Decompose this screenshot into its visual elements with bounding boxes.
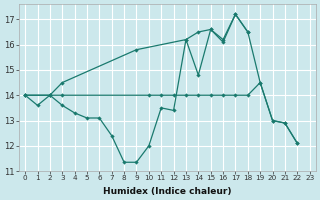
- X-axis label: Humidex (Indice chaleur): Humidex (Indice chaleur): [103, 187, 232, 196]
